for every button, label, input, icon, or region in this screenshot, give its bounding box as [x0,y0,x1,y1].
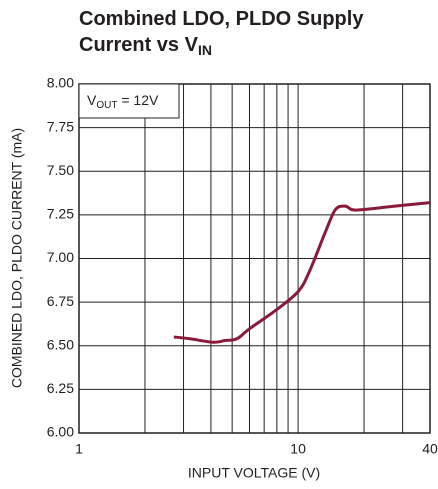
y-tick-label: 7.75 [47,118,74,134]
y-tick-label: 7.00 [47,249,74,265]
data-line [173,201,431,344]
x-axis-label: INPUT VOLTAGE (V) [188,465,320,481]
x-tick-label: 1 [75,441,83,457]
chart-title: Current vs VIN [79,34,212,57]
y-tick-label: 6.00 [47,424,74,440]
x-tick-label: 10 [290,441,306,457]
title-subscript: IN [198,42,212,58]
title-line: Combined LDO, PLDO Supply [79,8,364,30]
title-line: Current vs V [79,34,199,56]
x-tick-label: 40 [422,441,438,457]
y-tick-label: 7.50 [47,162,74,178]
y-tick-label: 7.25 [47,206,74,222]
y-tick-label: 6.50 [47,336,74,352]
chart-title: Combined LDO, PLDO Supply [79,8,364,30]
y-tick-label: 8.00 [47,75,74,91]
annotation-subscript: OUT [96,100,117,111]
plot-frame [78,83,431,434]
y-tick-label: 6.25 [47,380,74,396]
y-tick-label: 6.75 [47,293,74,309]
y-axis-label: COMBINED LDO, PLDO CURRENT (mA) [9,128,25,388]
annotation-box [78,83,180,119]
annotation: VOUT = 12V [87,92,159,111]
annotation-main: V [87,92,97,108]
annotation-rest: = 12V [117,92,159,108]
